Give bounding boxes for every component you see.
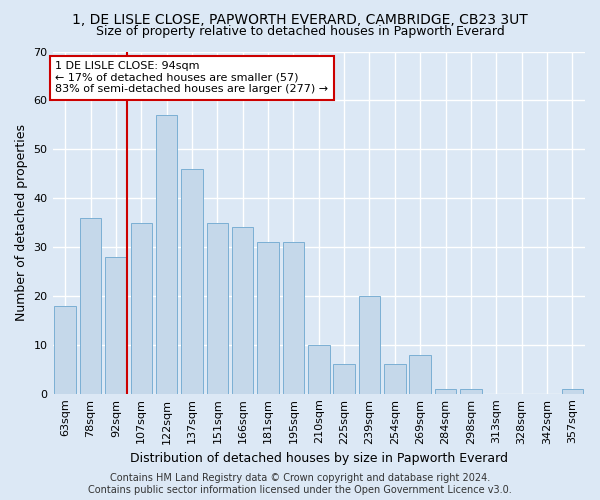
Bar (80, 218, 101, 394)
X-axis label: Distribution of detached houses by size in Papworth Everard: Distribution of detached houses by size … (130, 452, 508, 465)
Text: 1, DE LISLE CLOSE, PAPWORTH EVERARD, CAMBRIDGE, CB23 3UT: 1, DE LISLE CLOSE, PAPWORTH EVERARD, CAM… (72, 12, 528, 26)
Bar (359, 296, 380, 394)
Bar (283, 242, 304, 394)
Bar (257, 242, 279, 394)
Bar (409, 354, 431, 394)
Bar (131, 222, 152, 394)
Bar (562, 389, 583, 394)
Bar (308, 345, 329, 394)
Bar (384, 364, 406, 394)
Bar (181, 169, 203, 394)
Bar (435, 389, 457, 394)
Bar (55, 306, 76, 394)
Bar (105, 257, 127, 394)
Bar (206, 222, 228, 394)
Y-axis label: Number of detached properties: Number of detached properties (15, 124, 28, 321)
Bar (460, 389, 482, 394)
Bar (156, 115, 178, 394)
Text: 1 DE LISLE CLOSE: 94sqm
← 17% of detached houses are smaller (57)
83% of semi-de: 1 DE LISLE CLOSE: 94sqm ← 17% of detache… (55, 62, 328, 94)
Bar (232, 228, 253, 394)
Bar (334, 364, 355, 394)
Text: Size of property relative to detached houses in Papworth Everard: Size of property relative to detached ho… (95, 25, 505, 38)
Text: Contains HM Land Registry data © Crown copyright and database right 2024.
Contai: Contains HM Land Registry data © Crown c… (88, 474, 512, 495)
